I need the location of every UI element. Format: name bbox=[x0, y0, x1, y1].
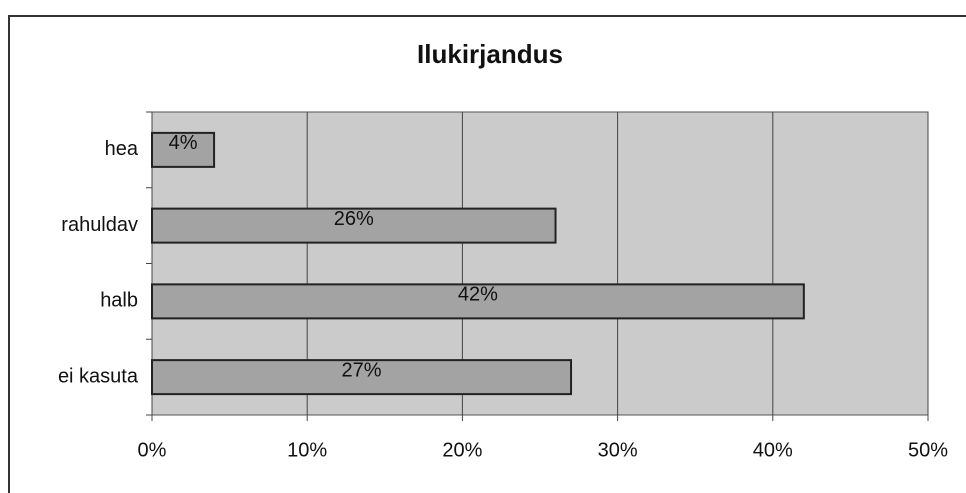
y-tick-label: rahuldav bbox=[61, 214, 138, 236]
bar bbox=[151, 359, 573, 396]
y-tick-label: ei kasuta bbox=[58, 365, 139, 387]
y-tick-label: hea bbox=[105, 138, 139, 160]
bar bbox=[151, 131, 216, 168]
x-tick-label: 10% bbox=[287, 439, 327, 461]
x-tick-label: 20% bbox=[442, 439, 482, 461]
x-tick-label: 40% bbox=[753, 439, 793, 461]
x-tick-label: 30% bbox=[598, 439, 638, 461]
data-label: 27% bbox=[342, 359, 382, 381]
data-label: 42% bbox=[458, 284, 498, 306]
x-tick-label: 0% bbox=[138, 439, 167, 461]
bar bbox=[151, 283, 805, 320]
y-tick-label: halb bbox=[100, 290, 138, 312]
chart-title: Ilukirjandus bbox=[417, 39, 563, 69]
data-label: 4% bbox=[169, 132, 198, 154]
data-label: 26% bbox=[334, 208, 374, 230]
x-tick-label: 50% bbox=[908, 439, 948, 461]
bar bbox=[151, 207, 557, 244]
